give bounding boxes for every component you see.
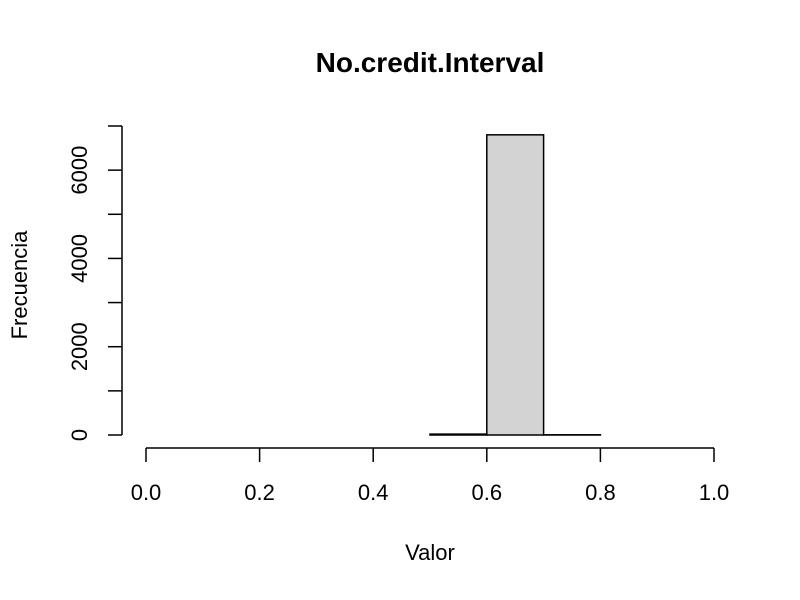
y-axis: 0 2000 4000 6000 <box>67 125 123 441</box>
y-axis-label: Frecuencia <box>7 230 32 340</box>
histogram-bar <box>486 134 545 436</box>
x-tick-label: 0.4 <box>358 480 389 505</box>
y-tick-label: 2000 <box>67 322 92 371</box>
y-tick-label: 6000 <box>67 146 92 195</box>
x-tick-label: 0.8 <box>585 480 616 505</box>
x-axis: 0.0 0.2 0.4 0.6 0.8 1.0 <box>131 447 730 505</box>
histogram-bars <box>429 134 602 436</box>
x-tick-label: 1.0 <box>699 480 730 505</box>
y-tick-label: 4000 <box>67 234 92 283</box>
y-tick-label: 0 <box>67 429 92 441</box>
x-tick-label: 0.0 <box>131 480 162 505</box>
x-tick-label: 0.2 <box>244 480 275 505</box>
x-axis-label: Valor <box>405 540 455 565</box>
chart-title: No.credit.Interval <box>316 47 545 78</box>
x-tick-label: 0.6 <box>472 480 503 505</box>
histogram-bar <box>429 433 488 436</box>
